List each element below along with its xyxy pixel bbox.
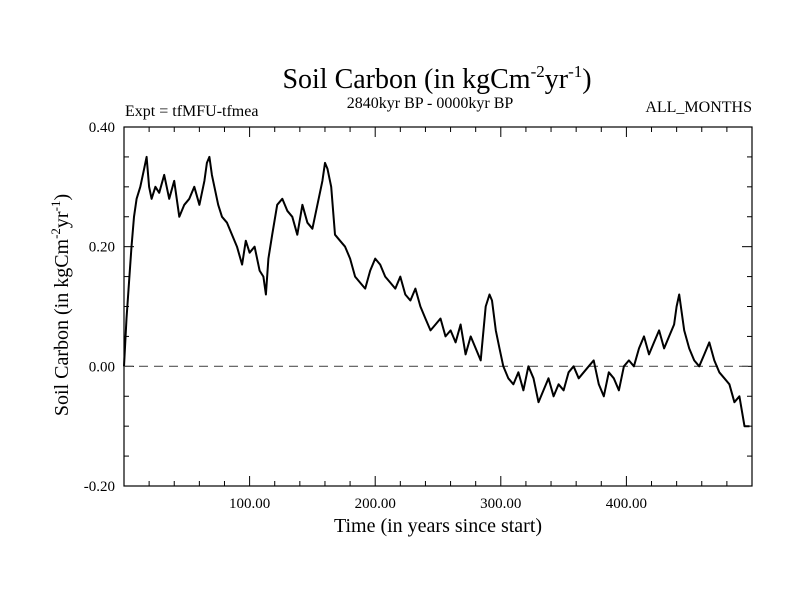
y-axis-label: Soil Carbon (in kgCm-2yr-1) [48, 194, 73, 416]
experiment-label: Expt = tfMFU-tfmea [125, 103, 258, 120]
x-tick-label: 100.00 [229, 496, 270, 512]
y-axis-ticks: -0.20 0.00 0.20 0.40 [84, 120, 752, 495]
x-axis-label: Time (in years since start) [334, 515, 542, 537]
x-tick-label: 300.00 [480, 496, 521, 512]
y-tick-label: 0.40 [89, 120, 115, 136]
series-line-soil-carbon [123, 155, 750, 428]
x-axis-ticks: 100.00 200.00 300.00 400.00 [148, 127, 728, 512]
y-tick-label: 0.20 [89, 240, 115, 256]
x-tick-label: 200.00 [355, 496, 396, 512]
y-tick-label: 0.00 [89, 359, 115, 375]
months-label: ALL_MONTHS [645, 99, 752, 116]
y-tick-label: -0.20 [84, 479, 115, 495]
chart-title: Soil Carbon (in kgCm-2yr-1) [282, 62, 591, 95]
plot-frame [123, 126, 753, 487]
x-tick-label: 400.00 [606, 496, 647, 512]
period-label: 2840kyr BP - 0000kyr BP [347, 95, 514, 112]
